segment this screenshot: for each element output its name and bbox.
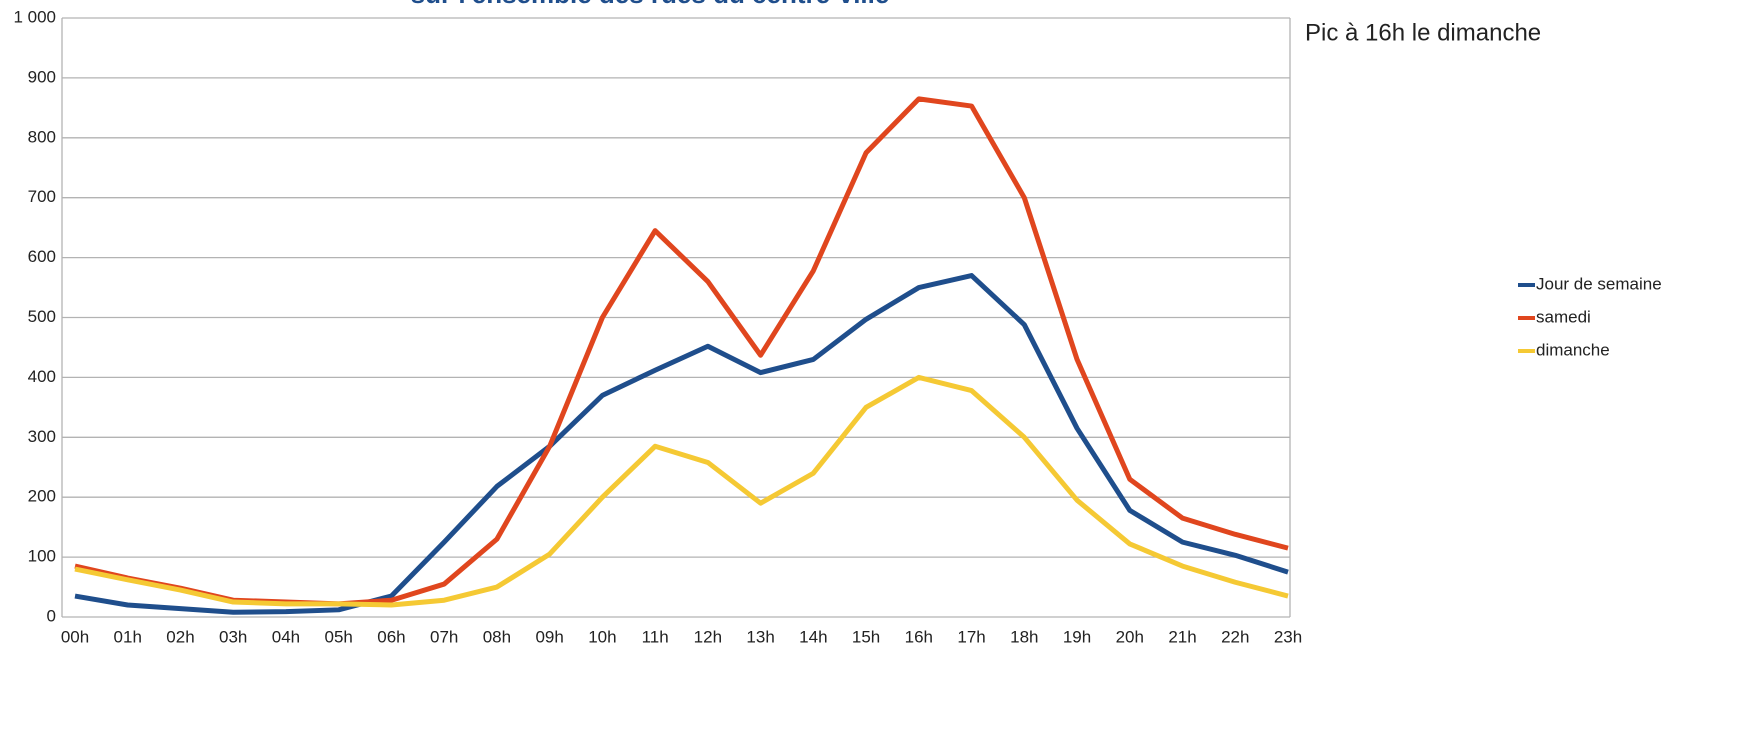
y-tick-label: 900: [28, 67, 56, 86]
x-tick-label: 15h: [852, 627, 880, 646]
x-tick-label: 22h: [1221, 627, 1249, 646]
legend-label: samedi: [1536, 307, 1591, 326]
x-tick-label: 18h: [1010, 627, 1038, 646]
x-tick-label: 21h: [1168, 627, 1196, 646]
series-line: [74, 374, 1289, 608]
x-tick-label: 20h: [1116, 627, 1144, 646]
x-tick-label: 17h: [957, 627, 985, 646]
x-tick-label: 07h: [430, 627, 458, 646]
series-line: [74, 273, 1289, 615]
legend-label: Jour de semaine: [1536, 274, 1662, 293]
y-tick-label: 100: [28, 547, 56, 566]
y-tick-label: 300: [28, 427, 56, 446]
x-tick-label: 08h: [483, 627, 511, 646]
x-tick-label: 23h: [1274, 627, 1302, 646]
y-tick-label: 500: [28, 307, 56, 326]
x-tick-label: 14h: [799, 627, 827, 646]
y-tick-label: 800: [28, 127, 56, 146]
y-tick-label: 0: [47, 606, 56, 625]
x-tick-label: 05h: [325, 627, 353, 646]
annotation: Pic à 16h le dimanche: [1305, 19, 1541, 46]
x-tick-label: 01h: [114, 627, 142, 646]
x-tick-label: 16h: [905, 627, 933, 646]
x-tick-label: 19h: [1063, 627, 1091, 646]
y-tick-label: 1 000: [13, 7, 56, 26]
y-tick-label: 200: [28, 487, 56, 506]
x-tick-label: 12h: [694, 627, 722, 646]
y-tick-label: 600: [28, 247, 56, 266]
x-tick-label: 02h: [166, 627, 194, 646]
chart-title: sur l'ensemble des rues du centre-ville: [411, 0, 890, 9]
x-tick-label: 00h: [61, 627, 89, 646]
x-tick-label: 11h: [642, 627, 669, 646]
x-tick-label: 09h: [535, 627, 563, 646]
series-line: [74, 96, 1289, 607]
x-tick-label: 10h: [588, 627, 616, 646]
x-tick-label: 04h: [272, 627, 300, 646]
y-tick-label: 400: [28, 367, 56, 386]
x-tick-label: 06h: [377, 627, 405, 646]
x-tick-label: 13h: [746, 627, 774, 646]
y-tick-label: 700: [28, 187, 56, 206]
legend-label: dimanche: [1536, 340, 1610, 359]
x-tick-label: 03h: [219, 627, 247, 646]
